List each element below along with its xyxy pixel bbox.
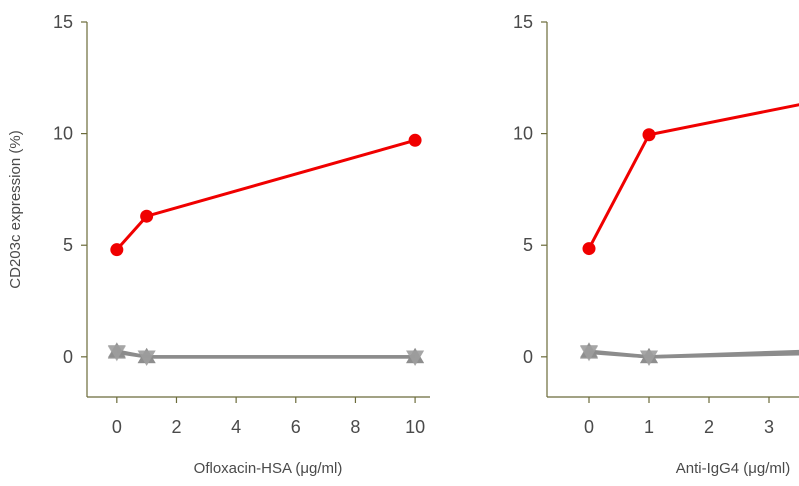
- y-tick-label: 0: [63, 347, 73, 367]
- x-tick-label: 2: [704, 417, 714, 437]
- series-line: [588, 350, 799, 359]
- y-tick-label: 15: [53, 12, 73, 32]
- x-tick-label: 6: [291, 417, 301, 437]
- chart-panel-2: 0 5 10 15 0 1 2 3 Anti-IgG4 (μg/ml): [513, 12, 799, 477]
- y-tick-label: 5: [63, 235, 73, 255]
- data-point: [110, 243, 124, 257]
- x-tick-label: 3: [764, 417, 774, 437]
- x-tick-label: 8: [350, 417, 360, 437]
- series-line: [587, 103, 799, 250]
- data-point: [580, 346, 598, 362]
- x-tick-label: 0: [584, 417, 594, 437]
- data-point: [640, 350, 658, 366]
- data-point: [406, 350, 425, 366]
- x-tick-label: 4: [231, 417, 241, 437]
- series-line: [116, 349, 416, 359]
- y-axis-title: CD203c expression (%): [7, 130, 24, 288]
- y-tick-label: 10: [53, 124, 73, 144]
- data-point: [140, 209, 154, 223]
- data-point: [107, 344, 126, 361]
- x-tick-label: 1: [644, 417, 654, 437]
- x-axis-title: Ofloxacin-HSA (μg/ml): [194, 460, 343, 477]
- x-tick-label: 0: [112, 417, 122, 437]
- data-point: [137, 350, 156, 366]
- chart-panel-1: 0 5 10 15 0 2 4 6 8 10 CD203c expression (%) Ofloxa…: [7, 12, 430, 477]
- y-tick-label: 10: [513, 124, 533, 144]
- data-point: [642, 128, 656, 142]
- x-tick-label: 10: [405, 417, 425, 437]
- plot-area: [580, 103, 799, 366]
- data-point: [408, 133, 422, 147]
- plot-area: [107, 133, 425, 366]
- x-axis-title: Anti-IgG4 (μg/ml): [676, 460, 791, 477]
- y-tick-label: 0: [523, 347, 533, 367]
- series-line: [115, 138, 416, 251]
- y-tick-label: 15: [513, 12, 533, 32]
- data-point: [582, 242, 596, 256]
- x-tick-label: 2: [171, 417, 181, 437]
- y-tick-label: 5: [523, 235, 533, 255]
